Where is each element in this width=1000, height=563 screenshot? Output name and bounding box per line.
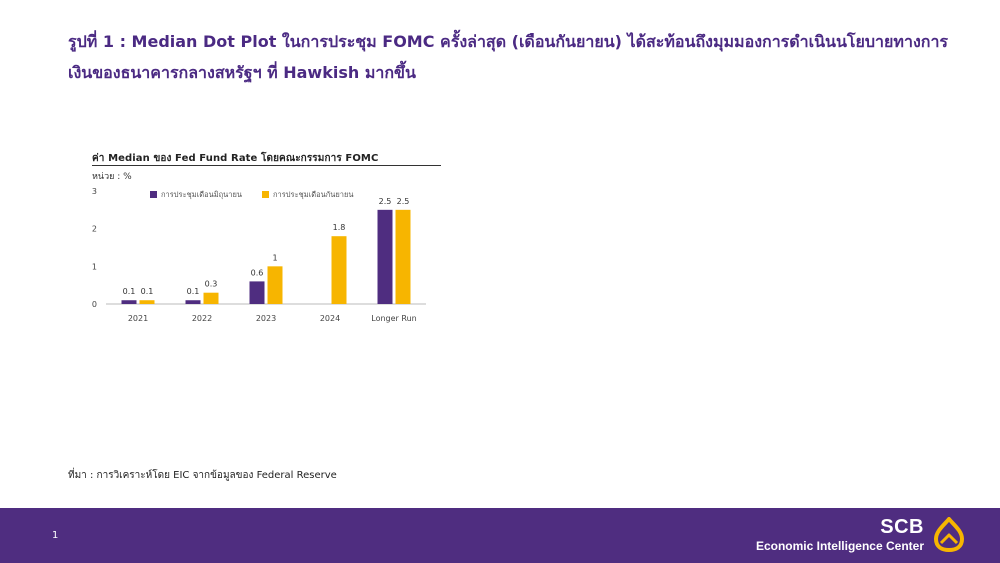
legend-label: การประชุมเดือนมิถุนายน xyxy=(161,190,242,199)
x-tick-label: 2022 xyxy=(192,314,212,323)
bar xyxy=(249,281,265,304)
bar xyxy=(185,300,201,304)
source-note: ที่มา : การวิเคราะห์โดย EIC จากข้อมูลของ… xyxy=(68,470,337,481)
bar xyxy=(203,292,219,304)
data-label: 2.5 xyxy=(379,197,392,206)
scb-lotus-logo-icon xyxy=(934,517,964,552)
x-tick-label: 2021 xyxy=(128,314,148,323)
page-number: 1 xyxy=(52,530,59,541)
bar-chart: 0 1 2 3 2021 0.1 0.1 2022 0.1 0.3 2023 0.6 1 2024 1.8 L… xyxy=(92,187,426,323)
brand-subtitle: Economic Intelligence Center xyxy=(755,539,924,553)
bar xyxy=(139,300,155,304)
y-tick-label: 2 xyxy=(92,225,97,234)
bar xyxy=(331,236,347,304)
data-label: 1 xyxy=(272,253,277,262)
data-label: 0.1 xyxy=(123,287,136,296)
footer-bar: 1 SCB Economic Intelligence Center xyxy=(0,508,1000,563)
chart-title: ค่า Median ของ Fed Fund Rate โดยคณะกรรมก… xyxy=(92,153,379,164)
bar xyxy=(395,209,411,304)
y-tick-label: 0 xyxy=(92,300,97,309)
data-label: 0.3 xyxy=(205,280,218,289)
legend-label: การประชุมเดือนกันยายน xyxy=(273,190,354,199)
legend-swatch xyxy=(262,191,269,198)
data-label: 0.1 xyxy=(187,287,200,296)
chart-unit-label: หน่วย : % xyxy=(92,172,132,182)
x-tick-label: 2024 xyxy=(320,314,340,323)
data-label: 0.6 xyxy=(251,268,264,277)
brand-name: SCB xyxy=(880,516,924,538)
brand-block: SCB Economic Intelligence Center xyxy=(756,517,924,554)
legend-swatch xyxy=(150,191,157,198)
bar xyxy=(267,266,283,304)
y-tick-label: 1 xyxy=(92,262,97,271)
bar xyxy=(121,300,137,304)
data-label: 1.8 xyxy=(333,223,346,232)
y-tick-label: 3 xyxy=(92,187,97,196)
chart-title-rule xyxy=(92,165,441,166)
data-label: 2.5 xyxy=(397,197,410,206)
data-label: 0.1 xyxy=(141,287,154,296)
x-tick-label: Longer Run xyxy=(371,314,416,323)
x-tick-label: 2023 xyxy=(256,314,276,323)
bar xyxy=(377,209,393,304)
page-headline: รูปที่ 1 : Median Dot Plot ในการประชุม F… xyxy=(68,32,949,82)
